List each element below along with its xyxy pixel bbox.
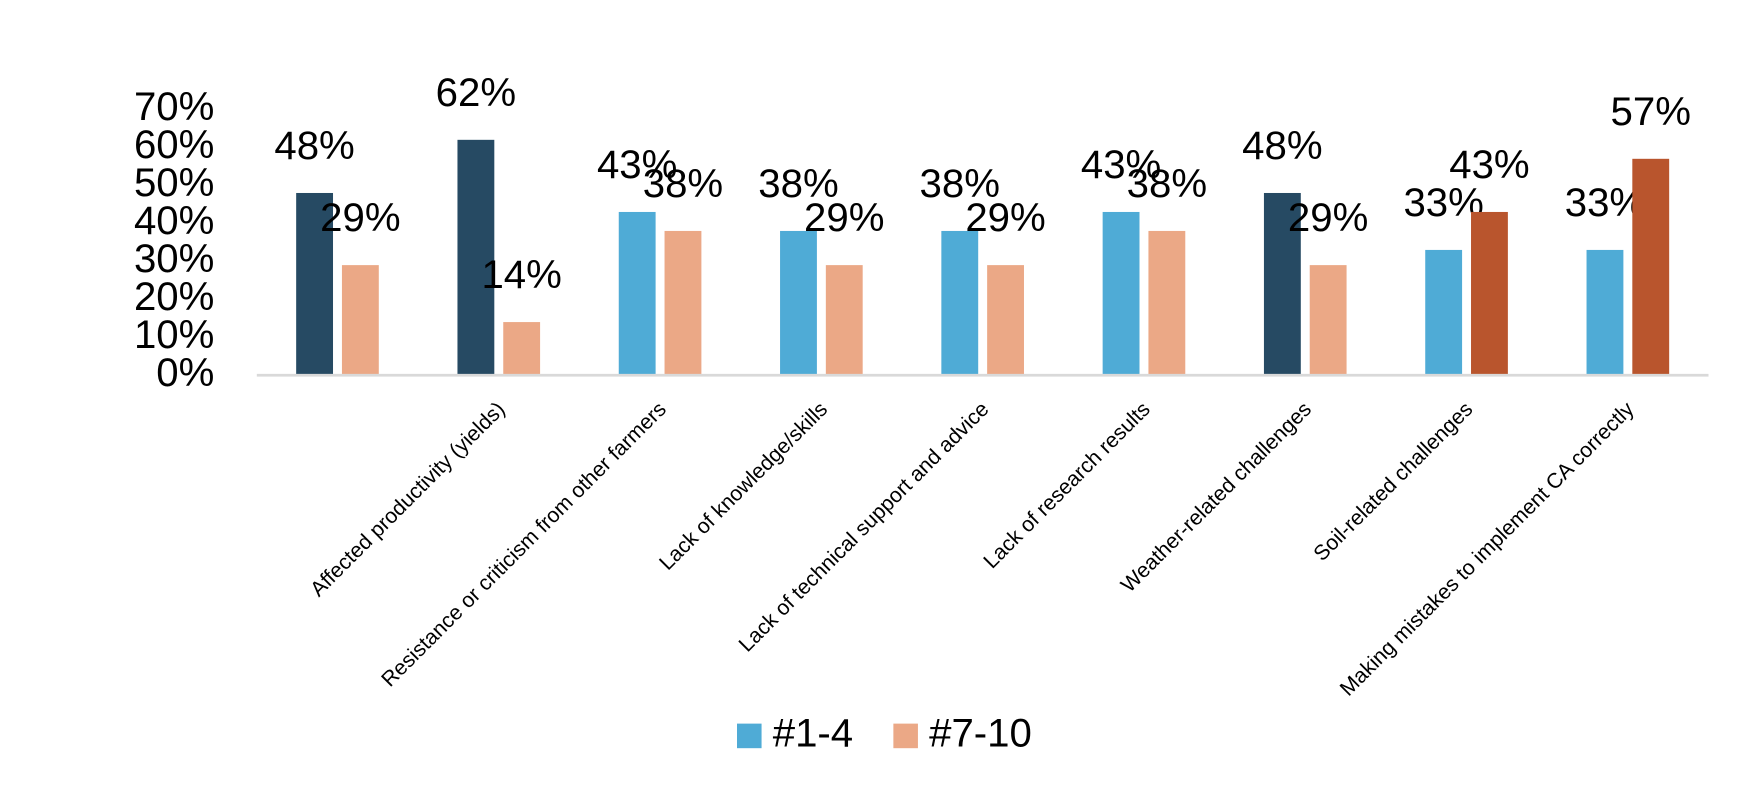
x-tick-label: Resistance or criticism from other farme… [377, 398, 671, 692]
bar [1471, 211, 1508, 376]
x-tick-label: Making mistakes to implement CA correctl… [1336, 397, 1639, 700]
legend-swatch [893, 723, 918, 749]
legend-label: #7-10 [929, 711, 1032, 756]
value-label: 29% [1288, 195, 1368, 240]
bar [503, 322, 541, 376]
bar [987, 265, 1024, 376]
x-tick-label: Lack of research results [979, 398, 1154, 573]
y-tick-label: 30% [134, 236, 214, 281]
bar [941, 230, 979, 376]
bar [457, 139, 495, 376]
x-tick-label: Lack of technical support and advice [735, 398, 994, 657]
value-label: 14% [481, 252, 561, 297]
value-label: 38% [920, 161, 1000, 206]
x-tick-label: Weather-related challenges [1117, 398, 1316, 597]
value-label: 48% [274, 123, 354, 168]
legend-label: #1-4 [773, 711, 853, 756]
bar [1263, 192, 1301, 376]
bar [618, 211, 656, 376]
bar [825, 265, 863, 376]
bar [1632, 158, 1670, 376]
bar [1425, 249, 1463, 376]
bar [1586, 249, 1624, 376]
bar [1148, 230, 1186, 376]
y-tick-label: 40% [134, 198, 214, 243]
value-label: 38% [758, 161, 838, 206]
bar [296, 192, 334, 376]
value-label: 33% [1565, 180, 1645, 225]
value-label: 48% [1242, 123, 1322, 168]
value-label: 29% [320, 195, 400, 240]
bar [780, 230, 817, 376]
value-label: 43% [1449, 142, 1529, 187]
value-label: 38% [643, 161, 723, 206]
legend-swatch [737, 723, 762, 749]
y-tick-label: 0% [156, 350, 214, 395]
y-tick-label: 60% [134, 122, 214, 167]
x-tick-label: Soil-related challenges [1309, 398, 1477, 566]
value-label: 38% [1127, 161, 1207, 206]
value-label: 62% [436, 70, 516, 115]
bar [1102, 211, 1140, 376]
value-label: 29% [804, 195, 884, 240]
y-tick-label: 10% [134, 312, 214, 357]
value-label: 43% [597, 142, 677, 187]
y-tick-label: 70% [134, 84, 214, 129]
value-label: 29% [965, 195, 1045, 240]
value-label: 43% [1081, 142, 1161, 187]
y-tick-label: 50% [134, 160, 214, 205]
bar [1309, 265, 1347, 376]
bar [664, 230, 702, 376]
x-tick-label: Affected productivity (yields) [306, 398, 509, 601]
y-tick-label: 20% [134, 274, 214, 319]
value-label: 57% [1611, 89, 1691, 134]
x-tick-label: Lack of knowledge/skills [655, 398, 832, 575]
bar [341, 265, 379, 376]
value-label: 33% [1403, 180, 1483, 225]
